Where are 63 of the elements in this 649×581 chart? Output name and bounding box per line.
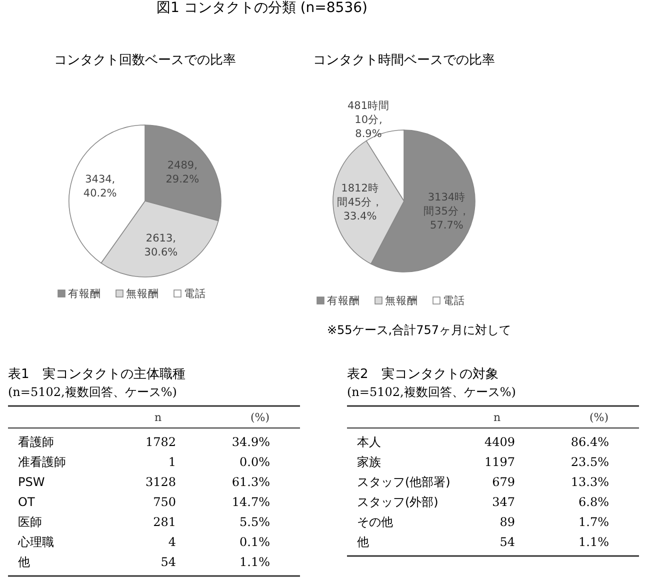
category-label: 准看護師 (18, 455, 66, 469)
data-label: 1.1% (240, 555, 270, 569)
category-label: 他 (18, 555, 30, 569)
category-label: 本人 (357, 435, 381, 449)
data-label: 1 (168, 455, 176, 469)
data-label: 1812時間45分，33.4% (336, 182, 384, 223)
data-label: 0.0% (240, 455, 270, 469)
data-label: 89 (500, 515, 515, 529)
data-label: 1197 (484, 455, 515, 469)
category-label: 心理職 (17, 535, 54, 549)
text: 表1 実コンタクトの主体職種 (8, 366, 186, 382)
data-label: 54 (160, 555, 176, 569)
data-label: 2613,30.6% (144, 232, 178, 258)
data-label: 1.1% (578, 535, 609, 549)
data-label: 14.7% (232, 495, 270, 509)
text: ※55ケース,合計757ヶ月に対して (326, 323, 512, 337)
data-label: 4 (168, 535, 176, 549)
category-label: 看護師 (18, 435, 54, 449)
text: 表2 実コンタクトの対象 (347, 366, 498, 382)
data-label: 13.3% (570, 475, 609, 489)
data-label: 481時間10分,8.9% (347, 98, 390, 140)
category-label: 他 (357, 535, 369, 549)
data-label: 3128 (145, 475, 176, 489)
text: (%) (589, 411, 609, 424)
category-label: 医師 (18, 515, 42, 529)
text: n (493, 411, 501, 424)
data-label: 3434,40.2% (83, 174, 117, 200)
data-label: 1.7% (578, 515, 609, 529)
data-label: 347 (492, 495, 515, 509)
category-label: OT (18, 495, 36, 509)
data-label: 3134時間35分，57.7% (424, 190, 470, 232)
data-label: 1782 (145, 435, 176, 449)
category-label: PSW (18, 475, 45, 489)
legend-label: 無報酬 (126, 288, 159, 300)
data-label: 750 (153, 495, 176, 509)
category-label: スタッフ(他部署) (357, 475, 450, 489)
chart-subtitle: コンタクト回数ベースでの比率 (54, 52, 236, 68)
data-label: 281 (153, 515, 176, 529)
data-label: 679 (492, 475, 515, 489)
data-label: 34.9% (232, 435, 270, 449)
text: (n=5102,複数回答、ケース%) (347, 385, 516, 399)
category-label: 家族 (357, 455, 381, 469)
chart-subtitle: コンタクト時間ベースでの比率 (313, 52, 495, 68)
data-label: 6.8% (578, 495, 609, 509)
data-label: 86.4% (570, 435, 609, 449)
data-label: 2489,29.2% (166, 159, 200, 186)
text: 図1 コンタクトの分類 (n=8536) (156, 0, 368, 16)
text: (n=5102,複数回答、ケース%) (8, 385, 177, 399)
legend-label: 無報酬 (385, 295, 418, 307)
legend-label: 電話 (184, 287, 206, 300)
data-label: 5.5% (240, 515, 270, 529)
legend-label: 有報酬 (327, 295, 360, 307)
data-label: 0.1% (240, 535, 270, 549)
data-label: 23.5% (570, 455, 609, 469)
category-label: その他 (357, 515, 393, 529)
data-label: 54 (500, 535, 516, 549)
legend-label: 有報酬 (68, 288, 101, 300)
text: (%) (250, 411, 270, 424)
category-label: スタッフ(外部) (357, 495, 438, 509)
legend-label: 電話 (443, 294, 465, 307)
data-label: 61.3% (232, 475, 270, 489)
text: n (154, 411, 162, 424)
data-label: 4409 (484, 435, 515, 449)
